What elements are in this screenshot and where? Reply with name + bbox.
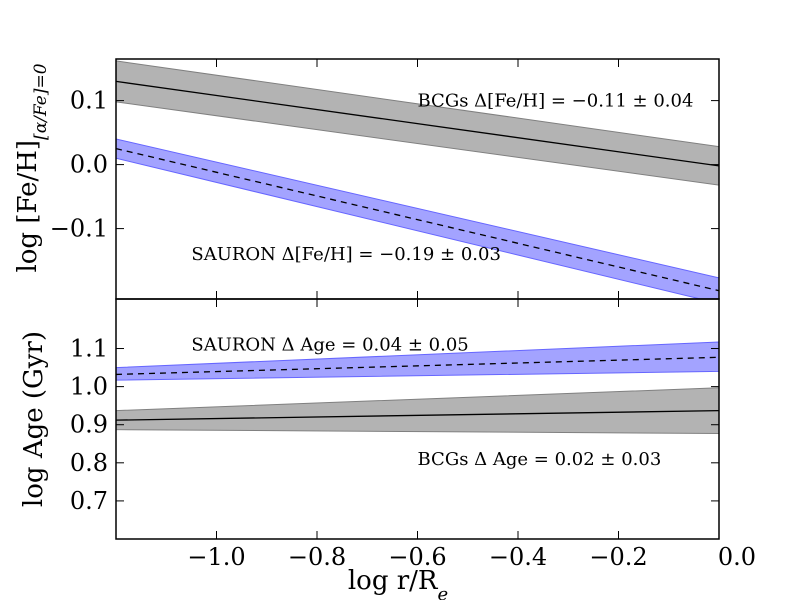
- bottom-y-tick-label: 0.7: [70, 487, 108, 515]
- x-tick-label: 0.0: [718, 543, 756, 571]
- x-axis-label-main: log r/R: [348, 566, 439, 596]
- bottom-sauron-band: [116, 341, 719, 381]
- bottom-y-tick-label: 1.1: [70, 335, 108, 363]
- x-axis-label: log r/Re: [348, 566, 448, 600]
- x-tick-label: −0.8: [288, 543, 346, 571]
- bottom-bcgs-line: [116, 409, 719, 421]
- bottom-y-tick-label: 1.0: [70, 373, 108, 401]
- bottom-panel: 1.11.00.90.80.7 −1.0 −0.8 −0.6 −0.4 −0.2 0.0 …: [19, 298, 756, 600]
- top-sauron-line: [116, 147, 719, 292]
- top-y-tick-label: −0.1: [50, 215, 108, 243]
- top-y-axis-label: log [Fe/H][α/Fe]=0: [13, 63, 51, 272]
- top-annotation-bcgs: BCGs Δ[Fe/H] = −0.11 ± 0.04: [418, 91, 694, 112]
- bottom-bcgs-band: [116, 387, 719, 434]
- bottom-annotation-bcgs: BCGs Δ Age = 0.02 ± 0.03: [418, 449, 662, 470]
- bottom-y-tick-label: 0.8: [70, 449, 108, 477]
- x-tick-label: −0.2: [589, 543, 647, 571]
- bottom-y-tick-label: 0.9: [70, 411, 108, 439]
- top-y-axis-label-main: log [Fe/H]: [13, 140, 43, 273]
- top-y-tick-label: 0.1: [70, 87, 108, 115]
- top-y-axis-label-subscript: [α/Fe]=0: [31, 63, 51, 140]
- top-y-tick-label: 0.0: [70, 151, 108, 179]
- x-tick-label: −0.4: [489, 543, 547, 571]
- bottom-y-axis-label: log Age (Gyr): [19, 331, 49, 507]
- x-tick-label: −1.0: [187, 543, 245, 571]
- bottom-sauron-line: [116, 356, 719, 376]
- top-bcgs-line: [116, 80, 719, 167]
- top-annotation-sauron: SAURON Δ[Fe/H] = −0.19 ± 0.03: [191, 244, 501, 265]
- x-tick-label: −0.6: [388, 543, 446, 571]
- top-panel: 0.1 0.0 −0.1 BCGs Δ[Fe/H] = −0.11 ± 0.04 S…: [13, 58, 720, 300]
- x-axis-label-subscript: e: [438, 584, 449, 600]
- bottom-annotation-sauron: SAURON Δ Age = 0.04 ± 0.05: [191, 335, 468, 356]
